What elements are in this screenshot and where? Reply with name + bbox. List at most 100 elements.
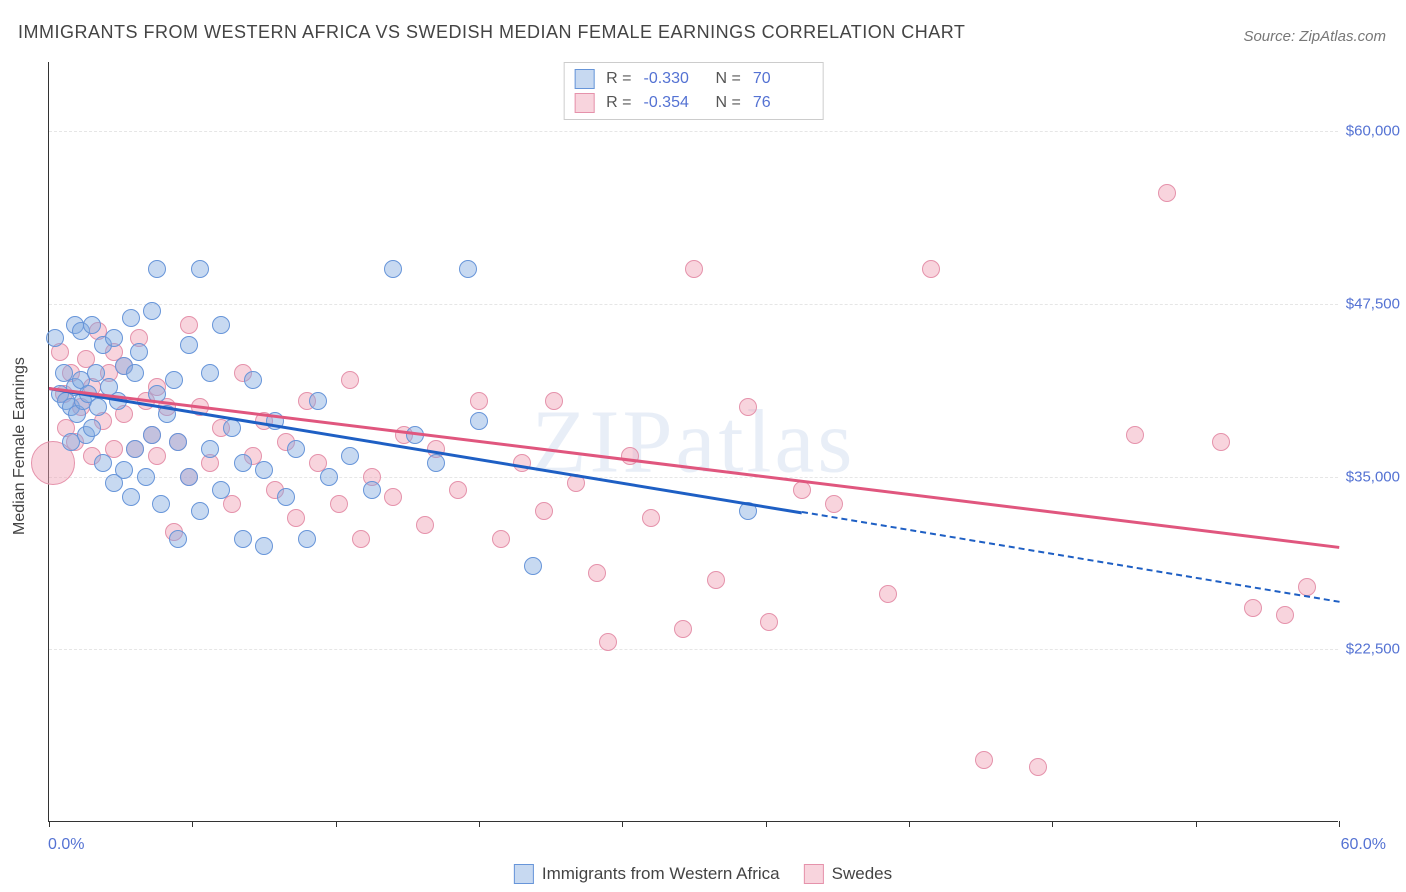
scatter-point-blue xyxy=(255,537,273,555)
scatter-point-pink xyxy=(470,392,488,410)
scatter-point-pink xyxy=(492,530,510,548)
gridline xyxy=(49,304,1338,305)
x-tick xyxy=(336,821,337,827)
x-tick xyxy=(909,821,910,827)
y-tick-label: $22,500 xyxy=(1344,641,1400,658)
y-tick-label: $60,000 xyxy=(1344,123,1400,140)
swatch-blue-icon xyxy=(574,69,594,89)
legend-label-blue: Immigrants from Western Africa xyxy=(542,864,780,884)
x-tick xyxy=(479,821,480,827)
scatter-point-blue xyxy=(143,426,161,444)
plot-area: ZIPatlas R = -0.330 N = 70 R = -0.354 N … xyxy=(48,62,1338,822)
scatter-point-blue xyxy=(94,454,112,472)
scatter-point-pink xyxy=(599,633,617,651)
scatter-point-pink xyxy=(879,585,897,603)
y-axis-label: Median Female Earnings xyxy=(11,357,29,535)
scatter-point-blue xyxy=(180,336,198,354)
legend-item-blue: Immigrants from Western Africa xyxy=(514,864,780,884)
scatter-point-pink xyxy=(384,488,402,506)
x-tick-min-label: 0.0% xyxy=(48,836,84,854)
scatter-point-blue xyxy=(130,343,148,361)
legend-swatch-pink-icon xyxy=(804,864,824,884)
scatter-point-blue xyxy=(169,433,187,451)
scatter-point-pink xyxy=(180,316,198,334)
scatter-point-blue xyxy=(122,488,140,506)
scatter-point-pink xyxy=(621,447,639,465)
legend-label-pink: Swedes xyxy=(832,864,892,884)
scatter-point-blue xyxy=(152,495,170,513)
x-tick xyxy=(1052,821,1053,827)
scatter-point-blue xyxy=(309,392,327,410)
scatter-point-pink xyxy=(513,454,531,472)
scatter-point-blue xyxy=(126,364,144,382)
scatter-point-blue xyxy=(180,468,198,486)
scatter-point-blue xyxy=(122,309,140,327)
stat-r-value-blue: -0.330 xyxy=(644,70,704,88)
scatter-point-blue xyxy=(234,530,252,548)
scatter-point-pink xyxy=(642,509,660,527)
stat-n-value-blue: 70 xyxy=(753,70,813,88)
scatter-point-pink xyxy=(341,371,359,389)
scatter-point-blue xyxy=(427,454,445,472)
scatter-point-blue xyxy=(287,440,305,458)
scatter-point-blue xyxy=(255,461,273,479)
scatter-point-pink xyxy=(793,481,811,499)
gridline xyxy=(49,131,1338,132)
x-tick xyxy=(622,821,623,827)
correlation-stats-box: R = -0.330 N = 70 R = -0.354 N = 76 xyxy=(563,62,824,120)
scatter-point-pink xyxy=(535,502,553,520)
scatter-point-blue xyxy=(524,557,542,575)
scatter-point-pink xyxy=(287,509,305,527)
scatter-point-pink xyxy=(975,751,993,769)
x-tick xyxy=(1196,821,1197,827)
source-attribution: Source: ZipAtlas.com xyxy=(1243,28,1386,45)
scatter-point-pink xyxy=(739,398,757,416)
scatter-point-pink xyxy=(825,495,843,513)
scatter-point-pink xyxy=(760,613,778,631)
scatter-point-blue xyxy=(165,371,183,389)
scatter-point-blue xyxy=(115,461,133,479)
scatter-point-pink xyxy=(1212,433,1230,451)
scatter-point-pink xyxy=(685,260,703,278)
scatter-point-blue xyxy=(320,468,338,486)
legend-item-pink: Swedes xyxy=(804,864,892,884)
stat-r-label: R = xyxy=(606,70,631,88)
x-tick-max-label: 60.0% xyxy=(1341,836,1386,854)
x-tick xyxy=(1339,821,1340,827)
scatter-point-blue xyxy=(234,454,252,472)
scatter-point-pink xyxy=(330,495,348,513)
stat-n-value-pink: 76 xyxy=(753,94,813,112)
scatter-point-blue xyxy=(143,302,161,320)
gridline xyxy=(49,649,1338,650)
scatter-point-pink xyxy=(674,620,692,638)
scatter-point-blue xyxy=(83,316,101,334)
scatter-point-blue xyxy=(83,419,101,437)
x-tick xyxy=(766,821,767,827)
scatter-point-blue xyxy=(459,260,477,278)
scatter-point-blue xyxy=(46,329,64,347)
stat-r-value-pink: -0.354 xyxy=(644,94,704,112)
scatter-point-pink xyxy=(588,564,606,582)
scatter-point-blue xyxy=(191,502,209,520)
scatter-point-pink xyxy=(1158,184,1176,202)
scatter-point-pink xyxy=(922,260,940,278)
scatter-point-pink xyxy=(1244,599,1262,617)
scatter-point-blue xyxy=(169,530,187,548)
stats-row-blue: R = -0.330 N = 70 xyxy=(574,67,813,91)
stat-n-label: N = xyxy=(716,70,741,88)
scatter-point-pink xyxy=(1126,426,1144,444)
scatter-point-blue xyxy=(298,530,316,548)
scatter-point-blue xyxy=(148,260,166,278)
scatter-point-blue xyxy=(363,481,381,499)
x-tick xyxy=(49,821,50,827)
bottom-legend: Immigrants from Western Africa Swedes xyxy=(514,864,892,884)
y-tick-label: $35,000 xyxy=(1344,468,1400,485)
scatter-point-blue xyxy=(470,412,488,430)
scatter-point-blue xyxy=(244,371,262,389)
scatter-point-blue xyxy=(137,468,155,486)
stat-n-label: N = xyxy=(716,94,741,112)
scatter-point-blue xyxy=(277,488,295,506)
scatter-point-pink xyxy=(449,481,467,499)
x-tick xyxy=(192,821,193,827)
stat-r-label: R = xyxy=(606,94,631,112)
